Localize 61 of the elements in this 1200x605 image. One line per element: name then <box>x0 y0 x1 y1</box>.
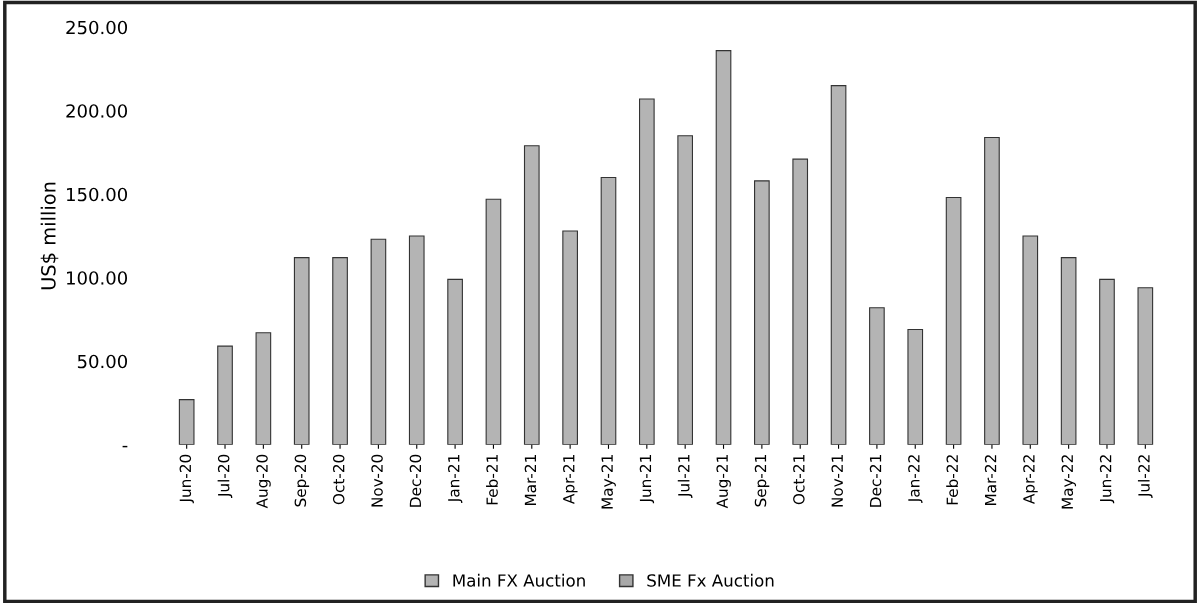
bar <box>945 196 962 445</box>
x-tick-label: Nov-20 <box>371 454 383 507</box>
bar <box>830 85 847 445</box>
x-tick-label: Jun-22 <box>1099 455 1115 504</box>
bar <box>485 198 502 445</box>
x-tick-label: Apr-22 <box>1023 455 1038 504</box>
bar <box>332 257 348 445</box>
x-tick-label: Oct-21 <box>793 455 805 505</box>
x-tick-label: Apr-21 <box>563 455 578 504</box>
bar <box>523 145 540 445</box>
x-tick-label: Dec-20 <box>409 454 422 507</box>
x-tick-label: Jan-21 <box>447 455 463 503</box>
x-tick-label: Aug-21 <box>716 455 731 509</box>
x-tick-label: Mar-22 <box>984 455 997 506</box>
bar <box>638 98 655 445</box>
x-tick-label: Dec-21 <box>869 455 882 507</box>
x-tick-label: Feb-21 <box>486 455 498 505</box>
bar <box>408 235 425 445</box>
y-tick-label: 250.00 <box>66 20 128 35</box>
bar <box>293 257 310 445</box>
y-axis-title: US$ million <box>40 182 59 290</box>
y-tick-label: 50.00 <box>77 354 128 369</box>
bar <box>255 332 272 445</box>
bar <box>677 135 694 445</box>
bar <box>447 278 463 445</box>
bar <box>217 345 233 445</box>
bar <box>562 230 578 445</box>
bar <box>178 399 195 445</box>
x-tick-label: Oct-20 <box>332 454 345 505</box>
bar <box>1022 235 1039 445</box>
x-tick-label: Feb-22 <box>946 455 959 505</box>
x-tick-label: Sep-20 <box>294 454 310 507</box>
y-tick-label: - <box>122 445 128 448</box>
bar <box>715 50 732 445</box>
bar <box>984 136 1000 445</box>
bar <box>907 328 924 445</box>
x-tick-label: May-22 <box>1061 455 1077 509</box>
x-tick-label: May-21 <box>601 455 616 509</box>
legend-label: SME Fx Auction <box>647 573 774 587</box>
bar <box>1137 287 1154 445</box>
bar <box>792 158 809 445</box>
x-tick-label: Nov-21 <box>831 455 843 507</box>
bar <box>869 307 885 445</box>
bar <box>1099 278 1115 445</box>
y-tick-label: 200.00 <box>66 104 128 118</box>
x-tick-label: Jul-21 <box>677 455 693 498</box>
y-tick-label: 100.00 <box>67 271 128 285</box>
x-tick-label: Jun-20 <box>179 454 194 504</box>
x-tick-label: Sep-21 <box>754 455 770 507</box>
x-tick-label: Jul-22 <box>1137 455 1153 498</box>
x-tick-label: Aug-20 <box>256 454 271 509</box>
x-tick-label: Jul-20 <box>217 454 233 498</box>
bar <box>754 180 770 445</box>
bar <box>600 176 617 445</box>
x-tick-label: Jun-21 <box>639 455 655 504</box>
y-tick-label: 150.00 <box>67 187 128 202</box>
bar <box>370 238 387 445</box>
legend-label: Main FX Auction <box>453 573 585 587</box>
x-tick-label: Mar-21 <box>524 455 537 506</box>
bar <box>1060 257 1077 445</box>
x-tick-label: Jan-22 <box>908 455 923 503</box>
